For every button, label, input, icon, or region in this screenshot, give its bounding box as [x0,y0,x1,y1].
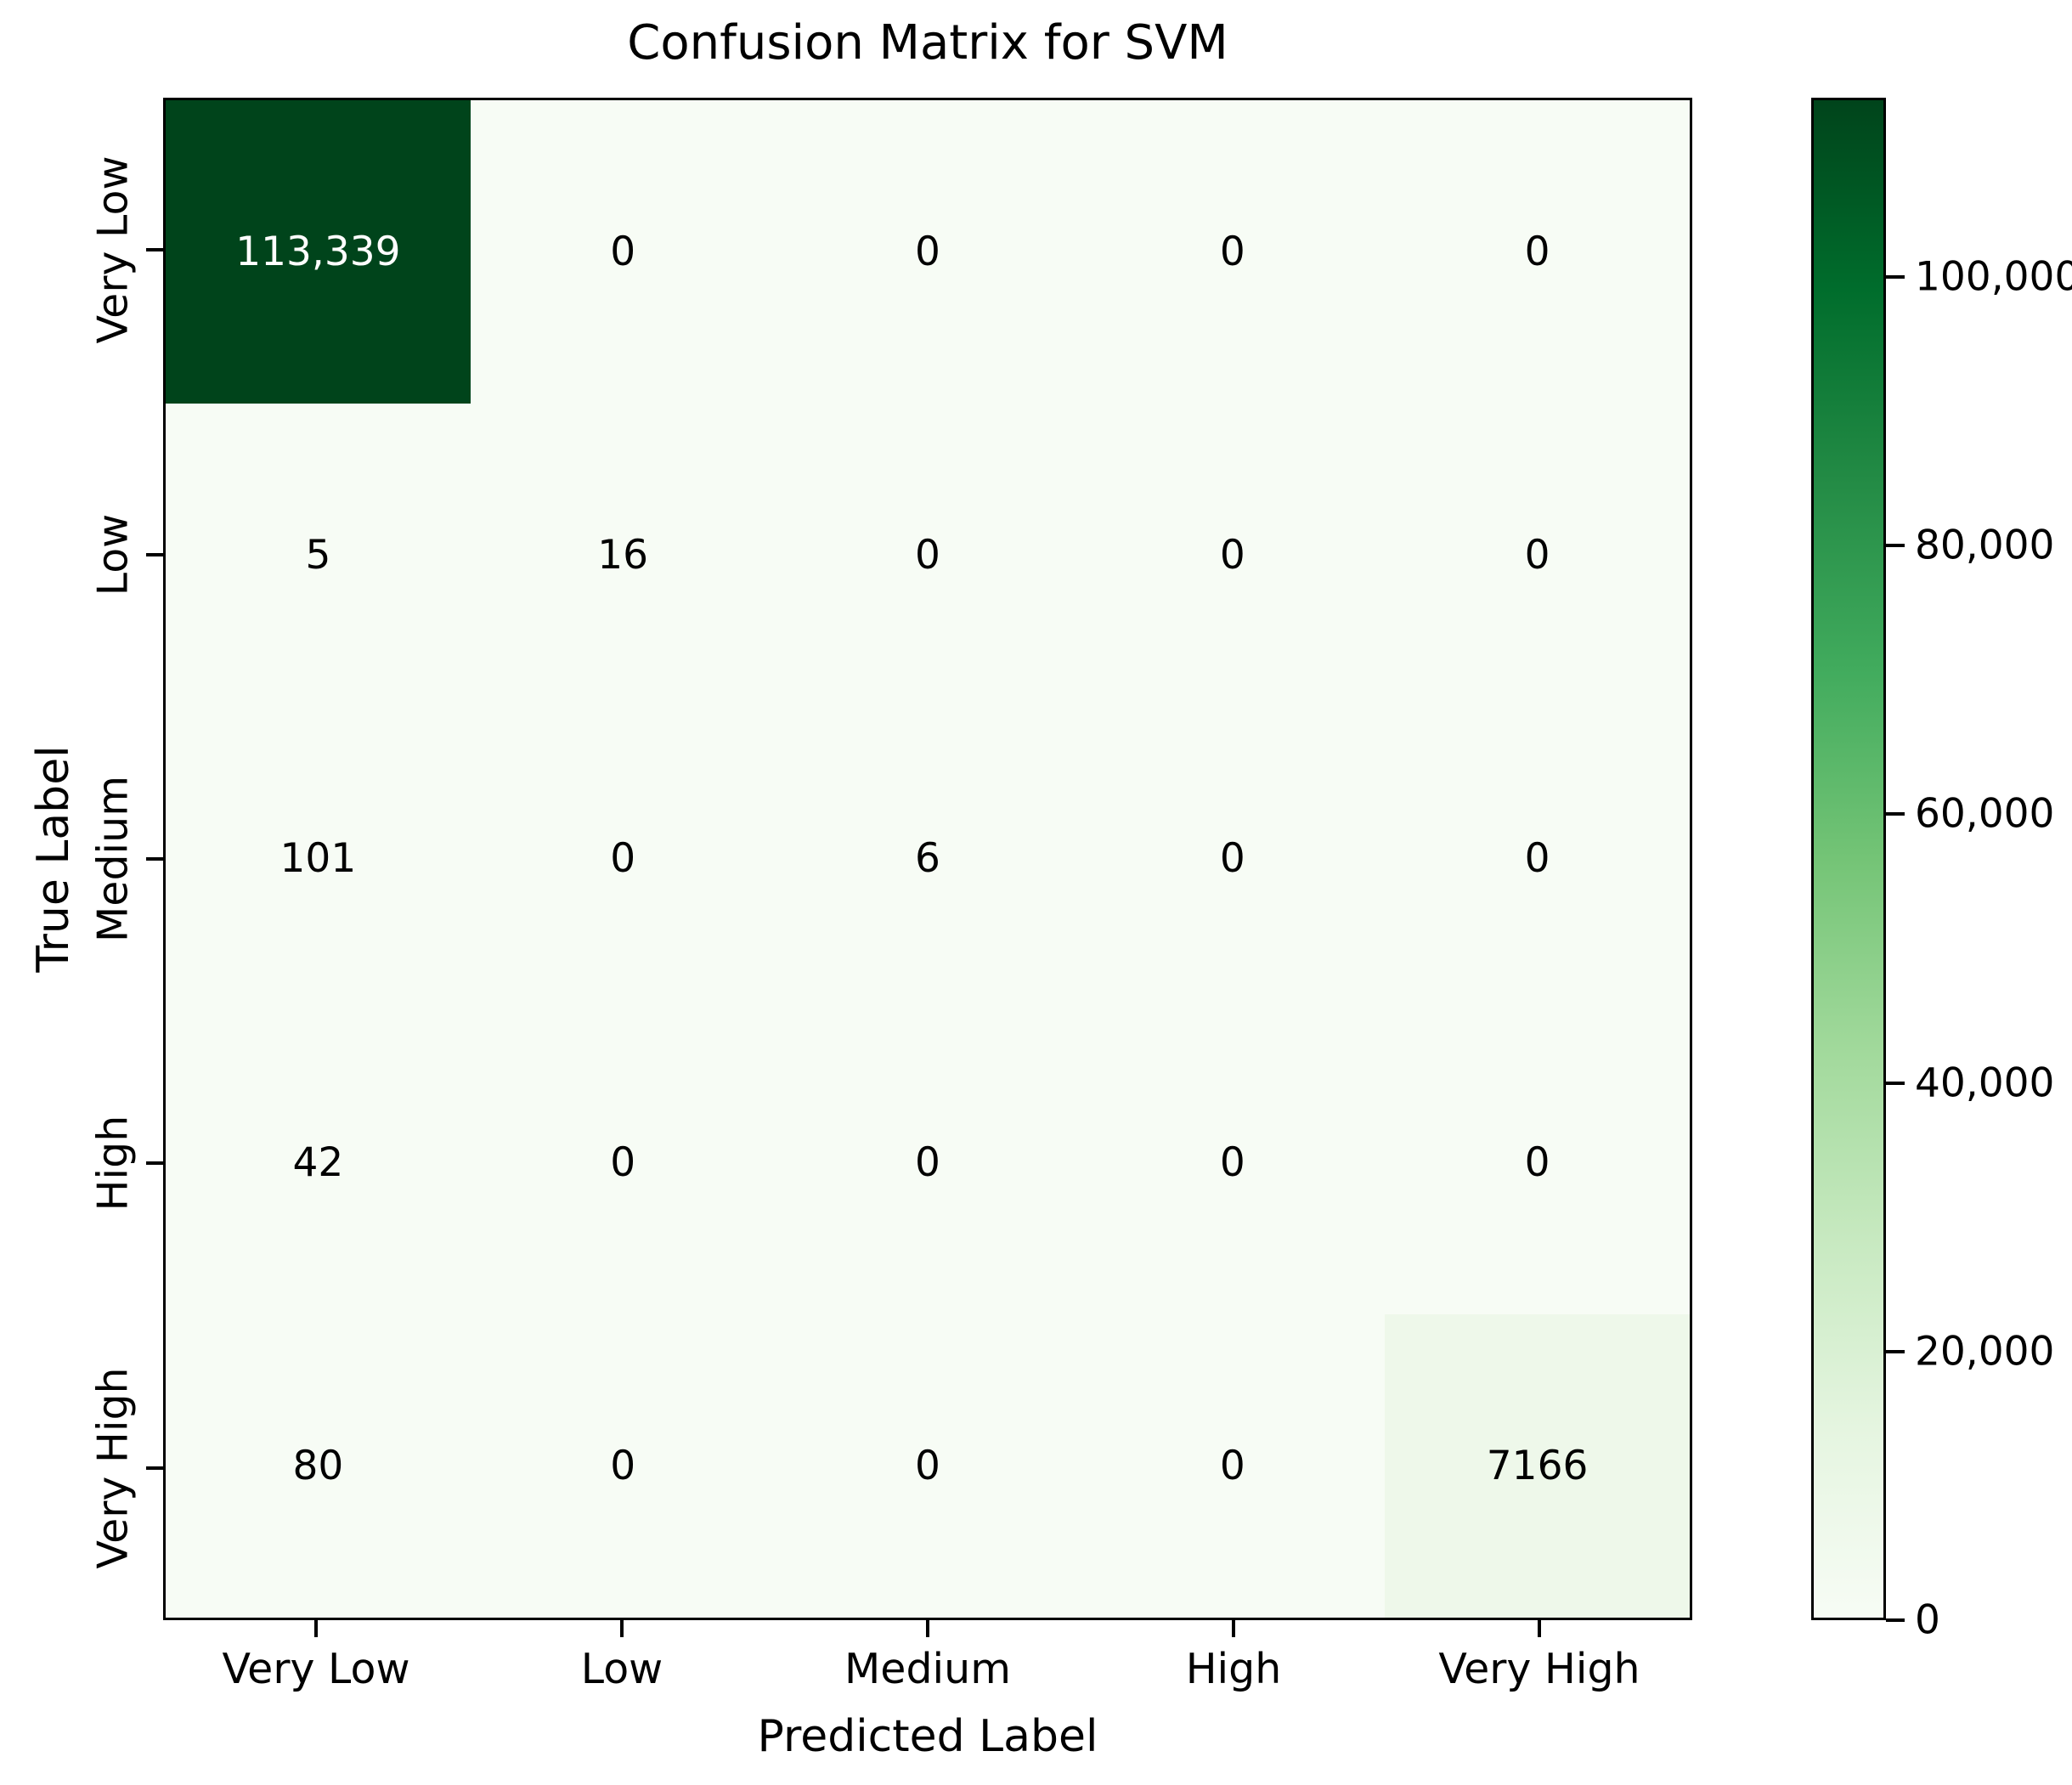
colorbar-tick-mark [1886,275,1905,279]
heatmap-cell: 0 [1385,707,1690,1011]
heatmap-cell: 0 [775,1010,1081,1314]
x-tick-label: High [1185,1645,1282,1693]
colorbar-tick-mark [1886,812,1905,816]
colorbar-gradient [1811,98,1886,1620]
y-axis-label: True Label [28,745,79,973]
x-tick-mark [1232,1620,1235,1637]
chart-title: Confusion Matrix for SVM [627,15,1228,71]
heatmap-cell: 0 [470,1010,776,1314]
colorbar-tick-label: 80,000 [1915,522,2055,569]
heatmap-cell: 101 [166,707,471,1011]
heatmap-cell: 5 [166,404,471,708]
heatmap-cell: 16 [470,404,776,708]
x-tick-label: Very Low [222,1645,410,1693]
y-tick-label: High [88,1115,138,1212]
heatmap-cell: 0 [1080,707,1386,1011]
colorbar-tick-mark [1886,1082,1905,1085]
heatmap-cell: 0 [1080,1010,1386,1314]
colorbar-tick-label: 0 [1915,1596,1940,1644]
heatmap-cell: 42 [166,1010,471,1314]
y-tick-mark [146,1161,163,1165]
x-tick-mark [1538,1620,1541,1637]
heatmap-cell: 0 [1080,1313,1386,1618]
heatmap-cell: 0 [775,100,1081,404]
y-tick-mark [146,248,163,251]
x-tick-mark [620,1620,624,1637]
y-tick-mark [146,553,163,556]
x-tick-label: Medium [844,1645,1011,1693]
colorbar-tick-label: 20,000 [1915,1328,2055,1375]
heatmap-cell: 7166 [1385,1313,1690,1618]
x-tick-mark [926,1620,929,1637]
heatmap-cell: 0 [470,1313,776,1618]
x-tick-mark [314,1620,318,1637]
x-tick-label: Very High [1438,1645,1640,1693]
colorbar-tick-mark [1886,1618,1905,1622]
heatmap-cell: 0 [1080,404,1386,708]
heatmap-cell: 80 [166,1313,471,1618]
colorbar-tick-mark [1886,1350,1905,1353]
colorbar-tick-label: 40,000 [1915,1059,2055,1107]
colorbar-tick-mark [1886,544,1905,547]
heatmap-cell: 0 [1385,404,1690,708]
heatmap-cell: 113,339 [166,100,471,404]
heatmap-cell: 0 [470,707,776,1011]
heatmap-cell: 6 [775,707,1081,1011]
y-tick-mark [146,1466,163,1470]
heatmap-cell: 0 [1385,1010,1690,1314]
heatmap-plot-area: 113,339 0 0 0 0 5 16 0 0 0 101 0 6 0 0 42 0 0 0 0 80 0 0 0 7166 [163,98,1692,1620]
colorbar-tick-label: 100,000 [1915,253,2072,301]
y-tick-label: Very Low [88,155,138,344]
heatmap-cell: 0 [775,404,1081,708]
y-tick-label: Medium [88,776,138,942]
x-tick-label: Low [580,1645,663,1693]
heatmap-cell: 0 [470,100,776,404]
heatmap-cell: 0 [1080,100,1386,404]
heatmap-cell: 0 [775,1313,1081,1618]
x-axis-label: Predicted Label [757,1711,1098,1762]
colorbar-tick-label: 60,000 [1915,790,2055,838]
heatmap-cell: 0 [1385,100,1690,404]
y-tick-label: Low [88,513,138,596]
y-tick-mark [146,857,163,861]
y-tick-label: Very High [88,1367,138,1569]
